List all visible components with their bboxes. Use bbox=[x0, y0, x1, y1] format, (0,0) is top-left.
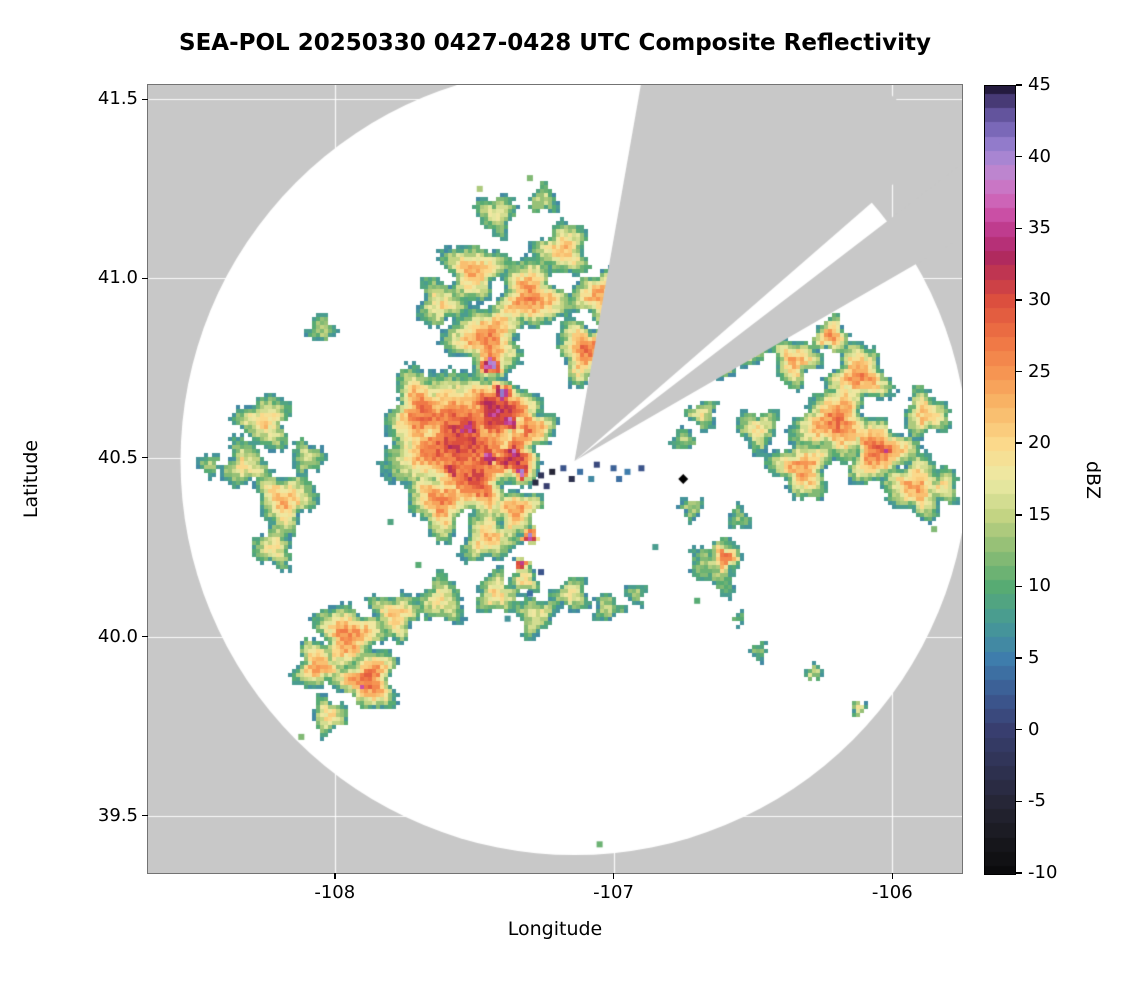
chart-title: SEA-POL 20250330 0427-0428 UTC Composite… bbox=[179, 30, 931, 56]
y-tick-label: 41.0 bbox=[97, 267, 138, 289]
colorbar-tick-label: -5 bbox=[1028, 790, 1046, 812]
y-tick-label: 40.5 bbox=[97, 446, 138, 468]
x-tick-mark bbox=[612, 873, 615, 879]
y-tick-label: 39.5 bbox=[97, 804, 138, 826]
y-tick-label: 40.0 bbox=[97, 625, 138, 647]
colorbar-tick-mark bbox=[1016, 442, 1022, 444]
colorbar-tick-label: 0 bbox=[1028, 718, 1040, 740]
radar-plot-canvas bbox=[148, 85, 962, 873]
y-tick-mark bbox=[142, 277, 148, 280]
colorbar-tick-label: 25 bbox=[1028, 360, 1051, 382]
y-tick-mark bbox=[142, 814, 148, 817]
colorbar-tick-mark bbox=[1016, 514, 1022, 516]
colorbar-tick-mark bbox=[1016, 299, 1022, 301]
y-tick-mark bbox=[142, 98, 148, 101]
colorbar-canvas bbox=[984, 85, 1016, 875]
y-axis-label: Latitude bbox=[20, 439, 42, 519]
colorbar-tick-label: 30 bbox=[1028, 288, 1051, 310]
colorbar-tick-label: 45 bbox=[1028, 74, 1051, 95]
colorbar-tick-label: 15 bbox=[1028, 503, 1051, 525]
colorbar-tick-mark bbox=[1016, 872, 1022, 874]
colorbar-tick-label: -10 bbox=[1028, 862, 1058, 883]
plot-frame bbox=[147, 84, 963, 874]
colorbar-tick-mark bbox=[1016, 370, 1022, 373]
colorbar-tick-mark bbox=[1016, 728, 1022, 731]
colorbar-tick-mark bbox=[1016, 585, 1022, 588]
colorbar-tick-mark bbox=[1016, 84, 1022, 86]
x-tick-mark bbox=[334, 873, 336, 879]
colorbar-tick-mark bbox=[1016, 227, 1022, 230]
y-tick-mark bbox=[142, 456, 148, 459]
x-tick-mark bbox=[891, 873, 894, 879]
colorbar-tick-label: 5 bbox=[1028, 647, 1040, 669]
colorbar-tick-label: 40 bbox=[1028, 145, 1051, 167]
x-tick-label: -107 bbox=[593, 882, 634, 903]
x-tick-label: -106 bbox=[871, 882, 913, 903]
y-tick-mark bbox=[142, 635, 148, 638]
colorbar-tick-label: 20 bbox=[1028, 432, 1051, 454]
x-tick-label: -108 bbox=[314, 882, 356, 903]
y-tick-label: 41.5 bbox=[97, 88, 138, 110]
colorbar-tick-mark bbox=[1016, 800, 1022, 803]
colorbar-tick-mark bbox=[1016, 657, 1022, 659]
colorbar-tick-label: 10 bbox=[1028, 575, 1051, 597]
x-axis-label: Longitude bbox=[507, 918, 603, 940]
colorbar-tick-mark bbox=[1016, 155, 1022, 158]
colorbar-tick-label: 35 bbox=[1028, 217, 1051, 239]
